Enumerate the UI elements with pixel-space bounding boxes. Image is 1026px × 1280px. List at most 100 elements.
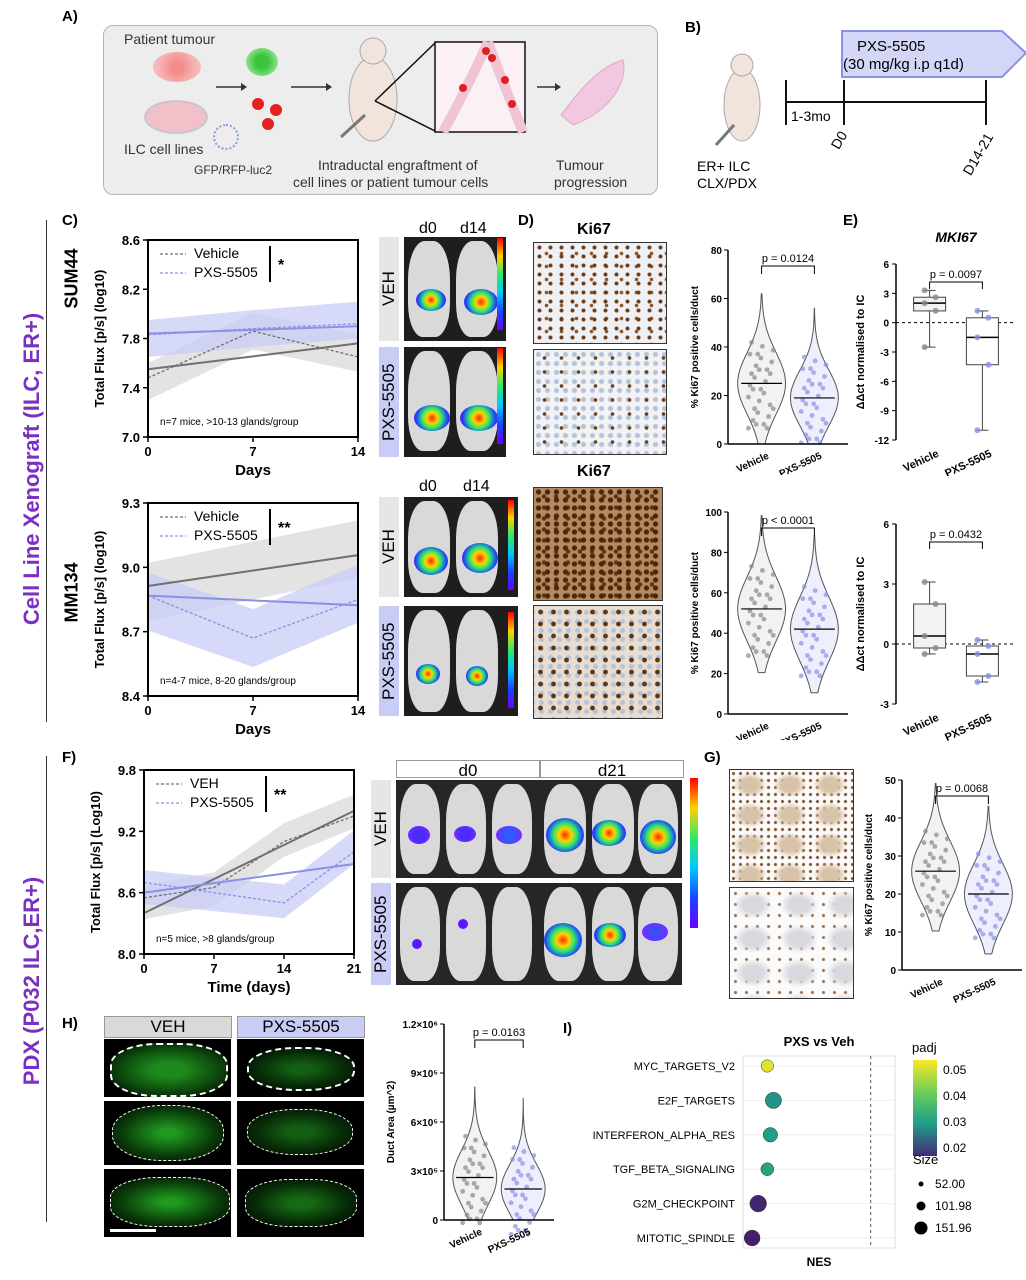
data-point bbox=[997, 916, 1003, 922]
y-tick-label: 8.7 bbox=[122, 625, 140, 640]
ki67-violin-mm134: Vehicle PXS-5505 100 80 60 40 20 0 % Ki67 positi… bbox=[690, 508, 848, 740]
y-tick-label: 6 bbox=[883, 520, 889, 531]
colorbar-icon bbox=[508, 612, 514, 708]
progression-label-2: progression bbox=[554, 174, 628, 190]
significance-bracket bbox=[761, 265, 815, 274]
data-point bbox=[985, 643, 992, 649]
data-point bbox=[977, 897, 983, 903]
data-point bbox=[465, 1169, 471, 1175]
data-point bbox=[518, 1204, 524, 1210]
ki67-micrograph bbox=[533, 605, 663, 719]
p-value: p = 0.0163 bbox=[473, 1027, 525, 1039]
drug-dose-label: (30 mg/kg i.p q1d) bbox=[843, 56, 964, 73]
veh-header-fluor: VEH bbox=[104, 1016, 232, 1038]
data-point bbox=[982, 862, 987, 868]
data-point bbox=[937, 866, 942, 872]
x-axis-label: Days bbox=[235, 721, 271, 738]
mouse-head-icon bbox=[359, 37, 387, 65]
pxs-label-pdx: PXS-5505 bbox=[371, 883, 391, 985]
padj-tick-label: 0.05 bbox=[943, 1063, 967, 1077]
data-point bbox=[770, 632, 776, 638]
data-point bbox=[474, 1184, 480, 1190]
d0-header-pdx: d0 bbox=[396, 760, 540, 780]
data-point bbox=[811, 632, 817, 638]
data-point bbox=[800, 628, 806, 634]
data-point bbox=[514, 1180, 520, 1186]
pdx-bracket bbox=[46, 756, 47, 1222]
data-point bbox=[814, 636, 820, 642]
pathway-label: MITOTIC_SPINDLE bbox=[637, 1233, 735, 1245]
y-axis-label: Duct Area (µm^2) bbox=[386, 1081, 397, 1163]
data-point bbox=[468, 1145, 474, 1151]
red-cell-icon bbox=[508, 100, 516, 108]
data-point bbox=[924, 905, 930, 910]
pathway-dot bbox=[743, 1229, 761, 1247]
x-category-label: Vehicle bbox=[909, 977, 945, 1002]
data-point bbox=[822, 604, 827, 610]
data-point bbox=[749, 563, 754, 569]
data-point bbox=[755, 410, 761, 416]
arrow-3-head bbox=[555, 83, 561, 91]
model-label-2: CLX/PDX bbox=[697, 175, 757, 191]
data-point bbox=[975, 851, 981, 857]
data-point bbox=[927, 851, 933, 857]
data-point bbox=[761, 649, 767, 654]
legend-label: PXS-5505 bbox=[190, 794, 254, 810]
data-point bbox=[806, 669, 812, 675]
significance-marker: ** bbox=[278, 520, 291, 537]
mki67-box-sum44: MKI67 Vehicle PXS-5505 6 3 0 -3 -6 -9 -12 ΔΔct nor… bbox=[855, 229, 1016, 476]
data-point bbox=[941, 859, 947, 865]
y-tick-label: 0 bbox=[883, 640, 889, 651]
x-axis-label: NES bbox=[807, 1255, 832, 1269]
panel-b-timeline bbox=[714, 30, 1026, 147]
data-point bbox=[746, 653, 751, 659]
data-point bbox=[921, 870, 927, 876]
data-point bbox=[822, 374, 827, 379]
data-point bbox=[979, 885, 984, 891]
data-point bbox=[752, 406, 758, 412]
x-category-label: PXS-5505 bbox=[943, 712, 994, 744]
data-point bbox=[766, 641, 771, 646]
data-point bbox=[483, 1200, 488, 1206]
data-point bbox=[972, 904, 978, 910]
y-tick-label: 60 bbox=[711, 295, 723, 306]
data-point bbox=[752, 632, 758, 638]
arrow-1-head bbox=[241, 83, 247, 91]
data-point bbox=[817, 673, 823, 679]
mm134-label: MM134 bbox=[61, 562, 82, 623]
data-point bbox=[943, 847, 949, 853]
data-point bbox=[805, 389, 810, 395]
red-cell-icon bbox=[488, 54, 496, 62]
y-tick-label: 40 bbox=[711, 629, 723, 640]
y-tick-label: 9.3 bbox=[122, 496, 140, 511]
data-point bbox=[524, 1184, 530, 1190]
duct-area-violin: Vehicle PXS-5505 1.2×10⁶ 9×10⁵ 6×10⁵ 3×10⁵ 0 Du… bbox=[386, 1020, 554, 1256]
data-point bbox=[809, 612, 815, 618]
data-point bbox=[940, 901, 945, 907]
model-label-1: ER+ ILC bbox=[697, 158, 751, 174]
y-tick-label: 9×10⁵ bbox=[411, 1069, 439, 1080]
data-point bbox=[996, 870, 1001, 876]
panel-label-f: F) bbox=[62, 749, 77, 766]
pdx-flux-chart: 9.8 9.2 8.6 8.0 0 7 14 21 Time (days) Total Flux … bbox=[88, 763, 361, 996]
data-point bbox=[517, 1157, 523, 1162]
x-category-label: PXS-5505 bbox=[486, 1227, 532, 1256]
data-point bbox=[800, 366, 806, 372]
green-cells-icon bbox=[246, 48, 278, 76]
veh-label-sum44: VEH bbox=[379, 237, 399, 341]
y-tick-label: 3×10⁵ bbox=[411, 1167, 439, 1178]
y-axis-label: Total Flux [p/s] (log10) bbox=[92, 270, 107, 408]
tumour-cluster-icon bbox=[153, 52, 201, 82]
ivis-image bbox=[404, 237, 506, 341]
size-legend-dot bbox=[918, 1181, 924, 1187]
y-tick-label: 6×10⁵ bbox=[411, 1118, 439, 1129]
y-tick-label: 8.2 bbox=[122, 282, 140, 297]
data-point bbox=[465, 1200, 471, 1206]
data-point bbox=[805, 420, 810, 426]
data-point bbox=[803, 632, 809, 638]
data-point bbox=[809, 413, 815, 418]
data-point bbox=[811, 600, 817, 606]
data-point bbox=[817, 612, 823, 618]
data-point bbox=[518, 1172, 524, 1178]
